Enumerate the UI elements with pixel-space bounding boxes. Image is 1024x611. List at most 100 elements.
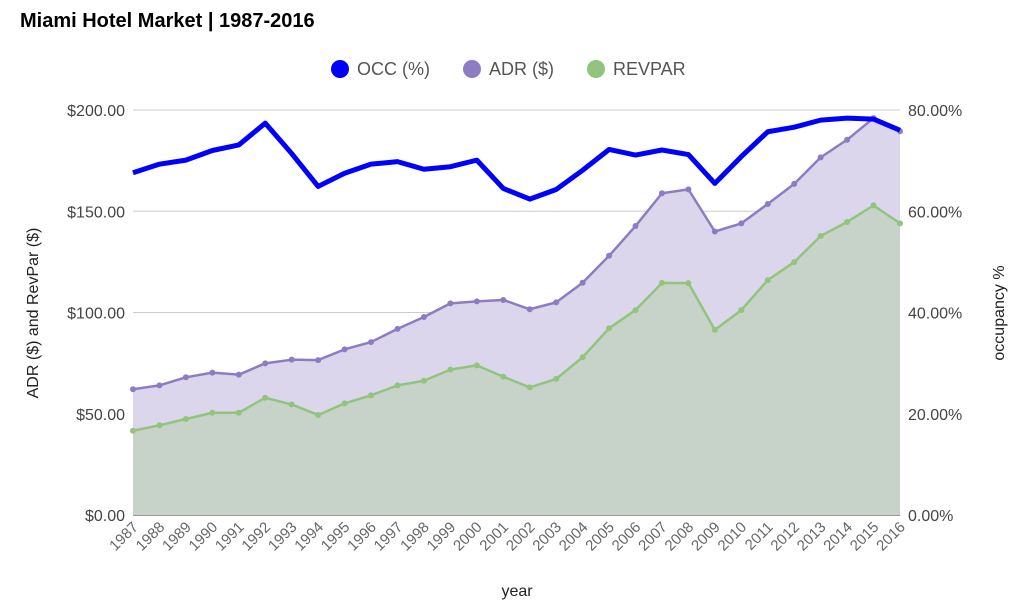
legend-marker [587, 60, 605, 78]
x-tick-label: 1994 [291, 519, 327, 555]
x-tick-label: 2009 [688, 519, 724, 555]
x-tick-label: 2015 [847, 519, 883, 555]
legend-label: REVPAR [613, 59, 686, 79]
revpar-point [130, 427, 136, 434]
revpar-point [711, 326, 718, 333]
x-tick-label: 2012 [767, 519, 803, 555]
x-tick-label: 2013 [794, 519, 830, 555]
adr-point [420, 313, 427, 320]
left-tick-label: $50.00 [76, 407, 125, 424]
revpar-point [553, 375, 560, 382]
x-tick-label: 2002 [503, 519, 539, 555]
adr-point [764, 200, 771, 207]
revpar-point [685, 280, 692, 287]
x-tick-label: 1998 [397, 519, 433, 555]
occ-line [132, 115, 901, 202]
adr-point [711, 228, 718, 235]
legend-label: OCC (%) [357, 59, 430, 79]
x-tick-label: 2011 [742, 519, 777, 554]
right-tick-label: 0.00% [908, 508, 953, 525]
x-tick-label: 2000 [450, 519, 486, 555]
left-tick-label: $150.00 [67, 204, 125, 221]
adr-point [315, 357, 322, 364]
adr-point [182, 374, 189, 381]
adr-point [341, 346, 348, 353]
adr-point [844, 136, 851, 143]
x-tick-label: 1993 [265, 519, 301, 555]
revpar-point [394, 382, 401, 389]
revpar-point [500, 373, 507, 380]
revpar-point [447, 366, 454, 373]
x-axis-title: year [501, 583, 533, 600]
x-tick-label: 2005 [582, 519, 618, 555]
revpar-point [315, 411, 322, 418]
revpar-point [738, 307, 745, 314]
revpar-point [817, 232, 824, 239]
adr-point [817, 154, 824, 161]
adr-point [473, 298, 480, 305]
revpar-point [182, 416, 189, 423]
revpar-point [606, 325, 613, 332]
x-tick-label: 2006 [609, 519, 645, 555]
chart-title: Miami Hotel Market | 1987-2016 [20, 10, 315, 32]
revpar-point [156, 422, 163, 429]
left-tick-label: $0.00 [85, 508, 125, 525]
left-tick-label: $100.00 [67, 306, 125, 323]
revpar-point [844, 218, 851, 225]
right-tick-label: 40.00% [908, 306, 962, 323]
left-axis-title: ADR ($) and RevPar ($) [25, 228, 42, 399]
legend-label: ADR ($) [489, 59, 554, 79]
x-tick-label: 2008 [662, 519, 698, 555]
revpar-point [579, 354, 586, 361]
x-tick-label: 1996 [344, 519, 380, 555]
adr-point [288, 356, 295, 363]
revpar-point [262, 394, 269, 401]
x-tick-label: 2001 [476, 519, 512, 555]
revpar-point [897, 220, 903, 227]
revpar-point [473, 362, 480, 369]
revpar-point [235, 409, 242, 416]
adr-point [791, 180, 798, 187]
revpar-point [632, 307, 639, 314]
left-tick-label: $200.00 [67, 103, 125, 120]
revpar-point [526, 384, 533, 391]
adr-point [447, 300, 454, 307]
x-tick-label: 1995 [318, 519, 354, 555]
adr-point [553, 299, 560, 306]
right-tick-label: 20.00% [908, 407, 962, 424]
legend-marker [463, 60, 481, 78]
revpar-point [870, 202, 877, 209]
adr-point [262, 360, 269, 367]
x-tick-label: 2007 [635, 519, 671, 555]
right-axis-title: occupancy % [991, 265, 1008, 360]
adr-point [130, 386, 136, 393]
revpar-point [658, 279, 665, 286]
legend-marker [331, 60, 349, 78]
revpar-point [764, 277, 771, 284]
x-tick-label: 1989 [159, 519, 195, 555]
x-tick-label: 2010 [715, 519, 751, 555]
x-tick-label: 2016 [873, 519, 909, 555]
adr-point [235, 371, 242, 378]
right-tick-label: 80.00% [908, 103, 962, 120]
revpar-point [209, 409, 216, 416]
x-tick-label: 2014 [820, 519, 856, 555]
adr-point [632, 223, 639, 230]
x-tick-label: 1997 [371, 519, 407, 555]
revpar-point [791, 259, 798, 266]
adr-point [526, 306, 533, 313]
adr-point [500, 296, 507, 303]
adr-line [132, 116, 901, 391]
adr-point [658, 190, 665, 197]
adr-point [606, 252, 613, 259]
right-tick-label: 60.00% [908, 204, 962, 221]
x-tick-label: 1991 [212, 519, 248, 555]
x-tick-label: 1992 [238, 519, 274, 555]
adr-point [738, 220, 745, 227]
revpar-point [288, 401, 295, 408]
revpar-area [133, 205, 900, 515]
x-tick-label: 1990 [186, 519, 222, 555]
adr-point [209, 369, 216, 376]
x-tick-label: 1999 [424, 519, 460, 555]
